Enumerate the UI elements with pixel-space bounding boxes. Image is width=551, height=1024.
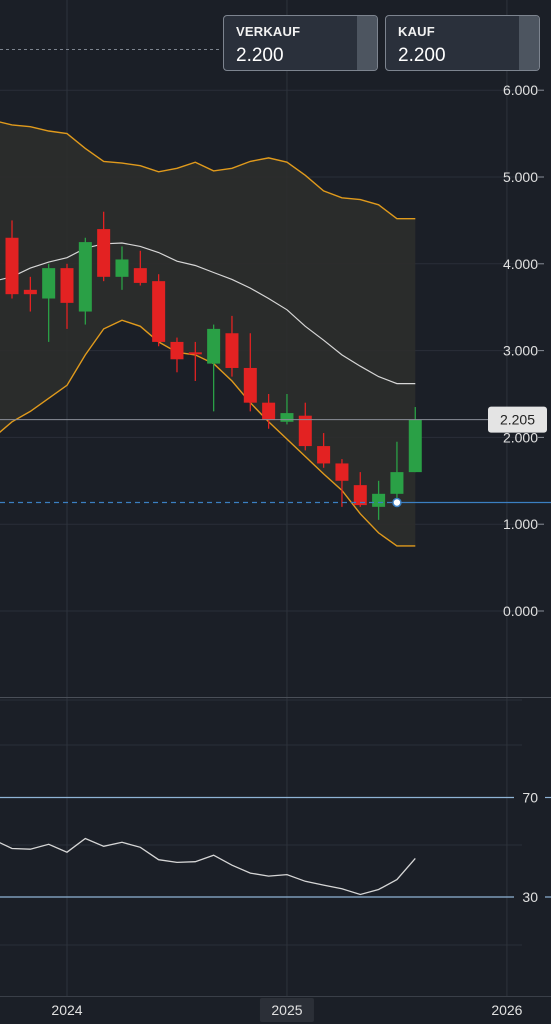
price-axis-label: 0.000 (503, 603, 538, 619)
current-year-highlight (259, 998, 314, 1022)
buy-quote-strip (519, 16, 539, 70)
candle-body-down (188, 352, 202, 355)
price-badge-bg (488, 406, 547, 433)
candle-body-down (298, 415, 312, 447)
candle-body-up (115, 259, 129, 277)
time-axis-label: 2024 (51, 1002, 82, 1018)
time-axis-label: 2026 (491, 1002, 522, 1018)
candle-body-down (243, 367, 257, 403)
bollinger-middle-line (0, 242, 416, 385)
price-axis-label: 2.000 (503, 429, 538, 445)
candle-body-down (262, 402, 276, 421)
time-axis-label: 2025 (271, 1002, 302, 1018)
price-axis-label: 6.000 (503, 82, 538, 98)
buy-label: KAUF (398, 24, 435, 39)
buy-quote-button[interactable]: KAUF 2.200 (385, 15, 540, 71)
candle-body-down (353, 485, 367, 506)
rsi-axis-label: 70 (522, 790, 538, 806)
price-axis-label: 5.000 (503, 169, 538, 185)
candle-body-up (408, 419, 422, 473)
candle-body-down (225, 333, 239, 368)
rsi-axis-label: 30 (522, 889, 538, 905)
sell-label: VERKAUF (236, 24, 301, 39)
bollinger-upper-line (0, 121, 416, 220)
price-axis-label: 4.000 (503, 256, 538, 272)
candle-body-up (78, 242, 92, 312)
candle-body-down (5, 237, 19, 295)
candlestick-series (5, 211, 422, 520)
candle-body-down (170, 341, 184, 360)
sell-price: 2.200 (236, 45, 284, 66)
candle-body-down (152, 281, 166, 342)
axes: 6.000 5.000 4.000 3.000 2.000 1.000 0.000 2024 2… (51, 82, 544, 1022)
candle-body-up (42, 268, 56, 299)
price-overlay: 2.205 (0, 406, 551, 508)
rsi-panel: 70 30 (0, 790, 551, 905)
candle-body-up (372, 493, 386, 507)
sell-quote-strip (357, 16, 377, 70)
price-axis-label: 3.000 (503, 343, 538, 359)
candle-body-down (317, 446, 331, 464)
candle-body-up (207, 328, 221, 364)
candle-body-down (23, 289, 37, 295)
candle-body-up (390, 472, 404, 494)
candle-body-down (335, 463, 349, 481)
price-badge-text: 2.205 (500, 412, 535, 428)
candle-body-down (97, 229, 111, 277)
order-marker-dot (392, 497, 402, 508)
rsi-line (0, 837, 416, 896)
price-axis-label: 1.000 (503, 516, 538, 532)
sell-quote-button[interactable]: VERKAUF 2.200 (223, 15, 378, 71)
bollinger-lower-line (0, 319, 416, 547)
candle-body-down (133, 268, 147, 283)
candle-body-up (280, 413, 294, 422)
candle-body-down (60, 268, 74, 303)
buy-price: 2.200 (398, 45, 446, 66)
